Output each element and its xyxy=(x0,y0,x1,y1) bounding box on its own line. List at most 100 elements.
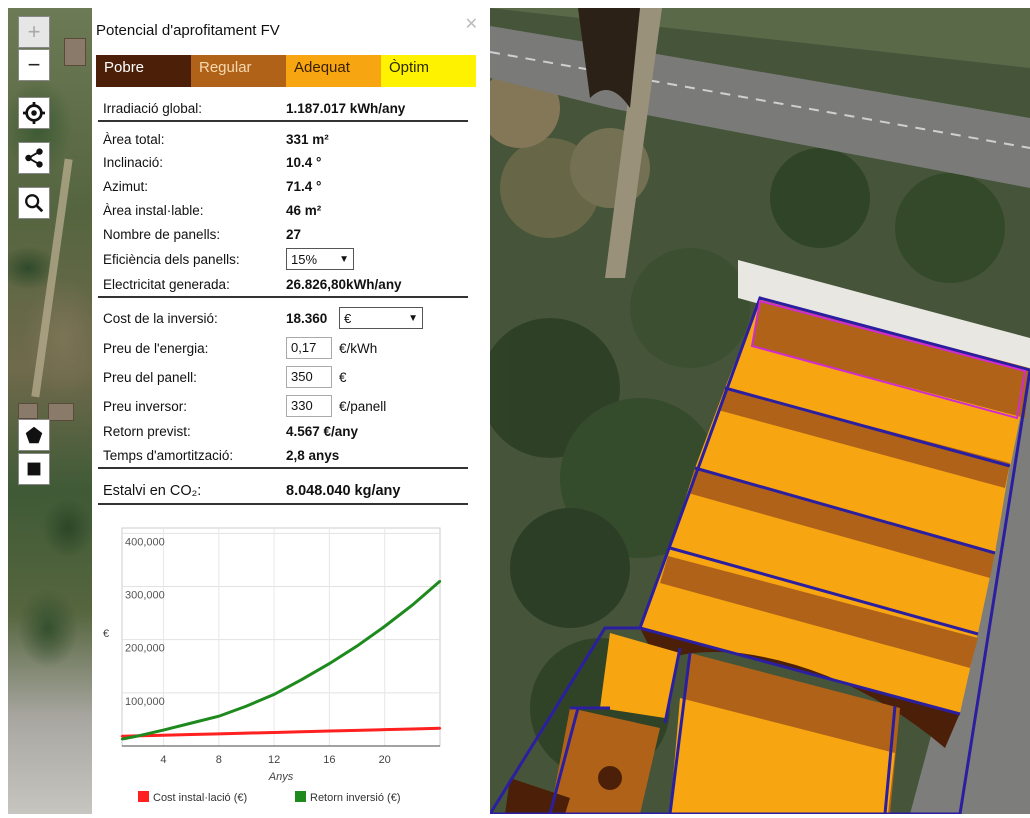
legend-label: Retorn inversió (€) xyxy=(310,792,400,804)
close-icon[interactable]: ✕ xyxy=(464,16,478,33)
data-point xyxy=(328,729,331,733)
data-point xyxy=(272,731,276,734)
data-point xyxy=(217,732,220,736)
efficiency-value: 15% xyxy=(291,251,318,267)
geolocate-button[interactable] xyxy=(18,97,50,129)
map-building xyxy=(18,403,38,419)
energy-price-input[interactable]: 0,17 xyxy=(286,337,332,359)
map-building xyxy=(48,403,74,421)
value: 2,8 anys xyxy=(286,448,340,463)
search-icon xyxy=(25,194,44,213)
y-axis-label: € xyxy=(103,628,109,640)
label: Temps d'amortització: xyxy=(103,448,234,463)
data-point xyxy=(162,728,165,732)
value: 8.048.040 kg/any xyxy=(286,483,401,499)
panel-price-input[interactable]: 350 xyxy=(286,366,332,388)
data-point xyxy=(189,733,193,736)
zoom-out-button[interactable]: − xyxy=(18,49,50,81)
data-point xyxy=(328,662,331,665)
x-tick-label: 20 xyxy=(379,754,391,766)
map-bridge-arch xyxy=(578,8,640,108)
label: Irradiació global: xyxy=(103,101,203,116)
data-point xyxy=(438,579,442,583)
data-point xyxy=(189,721,193,725)
row-preu-panell: Preu del panell: 350 € xyxy=(103,366,473,390)
legend-swatch xyxy=(138,791,149,802)
square-icon xyxy=(27,462,41,476)
label: Preu inversor: xyxy=(103,399,188,414)
row-retorn: Retorn previst: 4.567 €/any xyxy=(103,424,473,444)
crosshair-icon xyxy=(23,102,45,124)
value: 27 xyxy=(286,227,302,242)
zoom-in-button[interactable]: + xyxy=(18,16,50,48)
y-tick-label: 100,000 xyxy=(125,696,165,708)
row-cost-inversio: Cost de la inversió: 18.360 € ▼ xyxy=(103,307,473,331)
data-point xyxy=(245,731,248,735)
share-button[interactable] xyxy=(18,142,50,174)
label: Eficiència dels panells: xyxy=(103,252,240,267)
plus-icon: + xyxy=(27,19,41,44)
pv-rooftop[interactable] xyxy=(505,298,1030,814)
chart-grid xyxy=(121,527,441,747)
data-point xyxy=(383,625,386,628)
row-inclinacio: Inclinació: 10.4 ° xyxy=(103,155,473,175)
data-point xyxy=(300,678,303,681)
value: 10.4 ° xyxy=(286,155,322,170)
data-point xyxy=(217,715,220,718)
data-point xyxy=(134,735,138,738)
efficiency-select[interactable]: 15% ▼ xyxy=(286,248,354,270)
draw-rectangle-button[interactable] xyxy=(18,453,50,485)
search-button[interactable] xyxy=(18,187,50,219)
data-point xyxy=(162,734,165,737)
inverter-price-input[interactable]: 330 xyxy=(286,395,332,417)
map-building xyxy=(64,38,86,66)
value: 46 m² xyxy=(286,203,322,218)
y-tick-label: 200,000 xyxy=(125,643,165,655)
data-point xyxy=(411,603,414,607)
map-bridge xyxy=(605,8,662,278)
label: Nombre de panells: xyxy=(103,227,221,242)
legend-label: Cost instal·lació (€) xyxy=(153,792,247,804)
data-point xyxy=(300,730,303,733)
value: 18.360 xyxy=(286,311,328,326)
label: Àrea total: xyxy=(103,132,165,147)
label: Azimut: xyxy=(103,179,149,194)
chart-labels: 100,000 200,000 300,000 400,000 4 8 12 16 20 Anys… xyxy=(103,536,401,804)
data-point xyxy=(411,727,414,731)
polygon-icon xyxy=(25,426,43,444)
data-point xyxy=(383,728,386,731)
value: 71.4 ° xyxy=(286,179,322,194)
currency-value: € xyxy=(344,310,352,326)
label: Electricitat generada: xyxy=(103,277,230,292)
label: Estalvi en CO₂: xyxy=(103,483,202,499)
selected-roof-highlight xyxy=(750,299,1027,420)
suitability-legend: Pobre Regular Adequat Òptim xyxy=(96,55,476,87)
divider xyxy=(98,467,468,469)
currency-select[interactable]: € ▼ xyxy=(339,307,423,329)
row-area-instalable: Àrea instal·lable: 46 m² xyxy=(103,203,473,223)
row-irradiacio: Irradiació global: 1.187.017 kWh/any xyxy=(103,101,473,121)
data-point xyxy=(245,704,248,708)
label: Cost de la inversió: xyxy=(103,311,218,326)
chart-lines xyxy=(120,579,442,741)
map-rooftop-edge xyxy=(738,260,1030,378)
x-tick-label: 16 xyxy=(323,754,335,766)
legend-item-optim: Òptim xyxy=(381,55,476,87)
satellite-map[interactable] xyxy=(490,8,1030,814)
unit: €/panell xyxy=(339,399,387,414)
row-preu-inversor: Preu inversor: 330 €/panell xyxy=(103,395,473,419)
minus-icon: − xyxy=(27,52,41,77)
row-electricitat: Electricitat generada: 26.826,80kWh/any xyxy=(103,277,473,297)
data-point xyxy=(355,644,359,648)
divider xyxy=(98,120,468,122)
draw-polygon-button[interactable] xyxy=(18,419,50,451)
share-icon xyxy=(25,148,43,168)
label: Inclinació: xyxy=(103,155,164,170)
label: Preu de l'energia: xyxy=(103,341,209,356)
investment-chart: 100,000 200,000 300,000 400,000 4 8 12 16 20 Anys… xyxy=(103,527,442,804)
dropdown-arrow-icon: ▼ xyxy=(408,312,418,324)
value: 1.187.017 kWh/any xyxy=(286,101,406,116)
value: 331 m² xyxy=(286,132,329,147)
row-nombre-panells: Nombre de panells: 27 xyxy=(103,227,473,247)
panel-title: Potencial d'aprofitament FV xyxy=(96,22,280,39)
